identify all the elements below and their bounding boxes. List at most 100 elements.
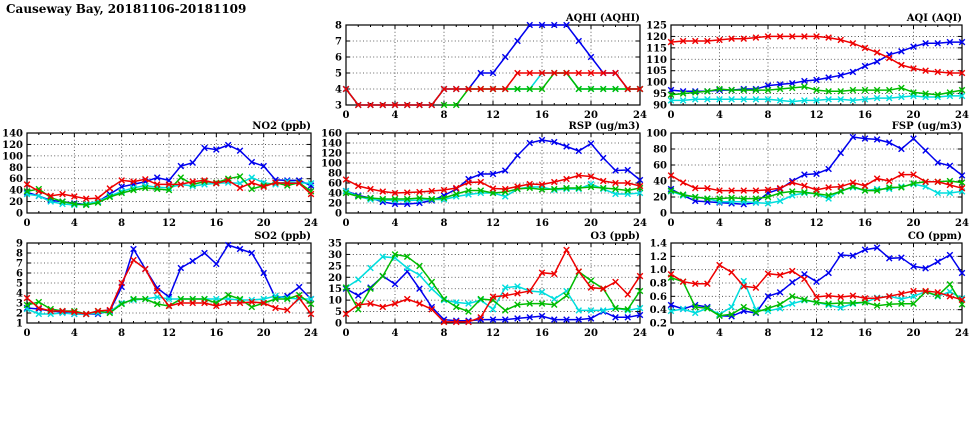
y-tick-label: 100 bbox=[646, 129, 667, 140]
y-tick-label: 4 bbox=[335, 85, 342, 96]
y-tick-label: 140 bbox=[321, 139, 342, 150]
y-tick-label: 125 bbox=[646, 21, 667, 32]
x-tick-label: 12 bbox=[486, 218, 500, 229]
x-tick-label: 0 bbox=[343, 110, 350, 121]
x-tick-label: 20 bbox=[907, 110, 921, 121]
x-tick-label: 4 bbox=[392, 328, 399, 339]
y-tick-label: 0 bbox=[16, 209, 23, 220]
x-tick-label: 4 bbox=[71, 218, 78, 229]
chart-title: CO (ppm) bbox=[908, 231, 962, 242]
y-tick-label: 140 bbox=[2, 129, 23, 140]
chart-aqhi: 3 4 5 6 7 8 0 4 8 12 16 20 24 AQHI (AQHI) bbox=[335, 13, 647, 121]
x-tick-label: 8 bbox=[441, 328, 448, 339]
y-tick-label: 10 bbox=[328, 296, 342, 307]
series-markers bbox=[23, 256, 315, 318]
y-tick-label: 20 bbox=[328, 273, 342, 284]
series-green bbox=[667, 83, 966, 98]
y-tick-label: 110 bbox=[646, 55, 667, 66]
x-tick-label: 16 bbox=[535, 110, 549, 121]
series-markers bbox=[667, 171, 966, 194]
x-tick-label: 4 bbox=[392, 218, 399, 229]
series-line bbox=[26, 178, 312, 200]
y-tick-label: 80 bbox=[9, 163, 23, 174]
x-tick-label: 16 bbox=[209, 218, 223, 229]
x-tick-label: 12 bbox=[810, 218, 824, 229]
x-tick-label: 8 bbox=[441, 110, 448, 121]
y-tick-label: 60 bbox=[653, 161, 667, 172]
series-markers bbox=[342, 183, 644, 203]
y-tick-label: 15 bbox=[328, 284, 342, 295]
chart-title: RSP (ug/m3) bbox=[569, 121, 640, 132]
y-tick-label: 120 bbox=[646, 32, 667, 43]
x-tick-label: 20 bbox=[584, 218, 598, 229]
x-tick-label: 0 bbox=[668, 110, 675, 121]
y-tick-label: 4 bbox=[16, 289, 23, 300]
x-tick-label: 8 bbox=[118, 328, 125, 339]
y-tick-label: 20 bbox=[653, 193, 667, 204]
x-tick-label: 12 bbox=[810, 110, 824, 121]
chart-title: AQI (AQI) bbox=[906, 13, 962, 24]
y-tick-label: 6 bbox=[335, 53, 342, 64]
x-tick-label: 12 bbox=[486, 110, 500, 121]
y-tick-label: 0 bbox=[335, 319, 342, 330]
series-blue bbox=[667, 38, 966, 95]
x-tick-label: 20 bbox=[257, 218, 271, 229]
series-markers bbox=[342, 136, 644, 208]
y-tick-label: 1.0 bbox=[650, 265, 667, 276]
x-tick-label: 20 bbox=[584, 110, 598, 121]
x-tick-label: 24 bbox=[633, 328, 647, 339]
y-tick-label: 105 bbox=[646, 66, 667, 77]
x-tick-label: 8 bbox=[441, 218, 448, 229]
x-tick-label: 12 bbox=[486, 328, 500, 339]
y-tick-label: 100 bbox=[646, 78, 667, 89]
y-tick-label: 0.6 bbox=[650, 292, 667, 303]
y-tick-label: 20 bbox=[328, 199, 342, 210]
x-tick-label: 4 bbox=[716, 218, 723, 229]
x-tick-label: 16 bbox=[858, 218, 872, 229]
y-tick-label: 40 bbox=[9, 186, 23, 197]
y-tick-label: 30 bbox=[328, 250, 342, 261]
series-red bbox=[342, 172, 644, 197]
x-tick-label: 20 bbox=[257, 328, 271, 339]
y-tick-label: 5 bbox=[335, 69, 342, 80]
x-tick-label: 12 bbox=[162, 328, 176, 339]
x-tick-label: 16 bbox=[535, 328, 549, 339]
y-tick-label: 20 bbox=[9, 197, 23, 208]
x-tick-label: 20 bbox=[907, 218, 921, 229]
y-tick-label: 2 bbox=[16, 309, 23, 320]
y-tick-label: 35 bbox=[328, 239, 342, 250]
y-tick-label: 25 bbox=[328, 261, 342, 272]
series-line bbox=[345, 253, 641, 313]
y-tick-label: 7 bbox=[335, 37, 342, 48]
y-tick-label: 3 bbox=[16, 299, 23, 310]
series-line bbox=[670, 35, 962, 74]
y-tick-label: 0.8 bbox=[650, 279, 667, 290]
series-markers bbox=[667, 92, 966, 105]
series-markers bbox=[667, 274, 966, 319]
series-red bbox=[667, 261, 966, 303]
x-tick-label: 16 bbox=[858, 328, 872, 339]
x-tick-label: 16 bbox=[209, 328, 223, 339]
series-markers bbox=[667, 133, 966, 208]
x-tick-label: 4 bbox=[716, 110, 723, 121]
y-tick-label: 40 bbox=[328, 189, 342, 200]
y-tick-label: 80 bbox=[653, 145, 667, 156]
series-cyan bbox=[667, 92, 966, 105]
x-tick-label: 0 bbox=[24, 218, 31, 229]
y-tick-label: 100 bbox=[2, 151, 23, 162]
series-red bbox=[667, 171, 966, 194]
x-tick-label: 12 bbox=[810, 328, 824, 339]
x-tick-label: 8 bbox=[765, 218, 772, 229]
series-blue bbox=[342, 21, 644, 109]
series-green bbox=[342, 183, 644, 203]
series-markers bbox=[667, 83, 966, 98]
y-tick-label: 0.2 bbox=[650, 319, 667, 330]
series-red bbox=[23, 176, 315, 202]
series-markers bbox=[667, 261, 966, 303]
chart-title: AQHI (AQHI) bbox=[565, 13, 640, 24]
